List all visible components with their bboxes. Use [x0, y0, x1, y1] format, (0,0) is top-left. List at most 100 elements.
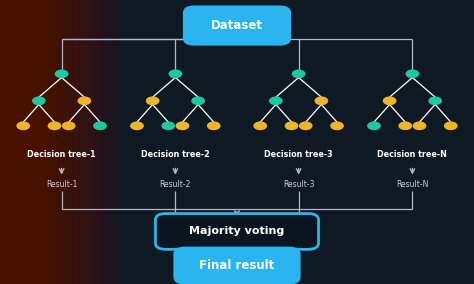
- Bar: [0, 0, 82, 284]
- Bar: [0, 0, 24, 284]
- FancyBboxPatch shape: [184, 7, 290, 45]
- Bar: [0, 0, 40, 284]
- Bar: [0, 0, 108, 284]
- Circle shape: [192, 97, 204, 105]
- Circle shape: [285, 122, 298, 130]
- Bar: [0, 0, 110, 284]
- Circle shape: [406, 70, 419, 78]
- Text: Majority voting: Majority voting: [190, 226, 284, 237]
- Bar: [0, 0, 26, 284]
- Bar: [0, 0, 6, 284]
- Circle shape: [429, 97, 441, 105]
- Bar: [0, 0, 90, 284]
- Bar: [0, 0, 58, 284]
- Bar: [0, 0, 16, 284]
- Circle shape: [292, 70, 305, 78]
- Circle shape: [331, 122, 343, 130]
- FancyBboxPatch shape: [155, 214, 319, 249]
- Bar: [0, 0, 64, 284]
- Circle shape: [63, 122, 75, 130]
- Bar: [0, 0, 72, 284]
- Bar: [0, 0, 18, 284]
- Bar: [0, 0, 54, 284]
- Bar: [0, 0, 46, 284]
- FancyBboxPatch shape: [174, 248, 300, 283]
- Circle shape: [254, 122, 266, 130]
- Bar: [0, 0, 32, 284]
- Bar: [0, 0, 20, 284]
- Circle shape: [146, 97, 159, 105]
- Bar: [0, 0, 70, 284]
- Circle shape: [399, 122, 411, 130]
- Bar: [0, 0, 2, 284]
- Bar: [0, 0, 50, 284]
- Circle shape: [368, 122, 380, 130]
- Bar: [0, 0, 78, 284]
- Bar: [0, 0, 118, 284]
- Bar: [0, 0, 104, 284]
- Bar: [0, 0, 112, 284]
- Bar: [0, 0, 28, 284]
- Text: Result-1: Result-1: [46, 180, 77, 189]
- Bar: [0, 0, 74, 284]
- Circle shape: [131, 122, 143, 130]
- Circle shape: [270, 97, 282, 105]
- Bar: [0, 0, 4, 284]
- Bar: [0, 0, 98, 284]
- Bar: [0, 0, 86, 284]
- Bar: [0, 0, 84, 284]
- Bar: [0, 0, 34, 284]
- Bar: [0, 0, 80, 284]
- Circle shape: [78, 97, 91, 105]
- Text: Decision tree-N: Decision tree-N: [377, 150, 447, 159]
- Bar: [0, 0, 116, 284]
- Text: Dataset: Dataset: [211, 19, 263, 32]
- Circle shape: [55, 70, 68, 78]
- Bar: [0, 0, 100, 284]
- Circle shape: [208, 122, 220, 130]
- Bar: [0, 0, 44, 284]
- Bar: [0, 0, 120, 284]
- Bar: [0, 0, 12, 284]
- Circle shape: [176, 122, 189, 130]
- Text: Result-3: Result-3: [283, 180, 314, 189]
- Bar: [0, 0, 94, 284]
- Bar: [0, 0, 66, 284]
- Bar: [0, 0, 8, 284]
- Circle shape: [48, 122, 61, 130]
- Bar: [0, 0, 114, 284]
- Text: Decision tree-2: Decision tree-2: [141, 150, 210, 159]
- Bar: [0, 0, 88, 284]
- Bar: [0, 0, 106, 284]
- Text: Result-N: Result-N: [396, 180, 428, 189]
- Circle shape: [17, 122, 29, 130]
- Bar: [0, 0, 92, 284]
- Bar: [0, 0, 52, 284]
- Bar: [0, 0, 68, 284]
- Text: Decision tree-3: Decision tree-3: [264, 150, 333, 159]
- Circle shape: [300, 122, 312, 130]
- Bar: [0, 0, 36, 284]
- Bar: [0, 0, 96, 284]
- Circle shape: [33, 97, 45, 105]
- Circle shape: [169, 70, 182, 78]
- Circle shape: [413, 122, 426, 130]
- Bar: [0, 0, 76, 284]
- Bar: [0, 0, 14, 284]
- Bar: [0, 0, 30, 284]
- Bar: [0, 0, 62, 284]
- Bar: [0, 0, 22, 284]
- Bar: [0, 0, 10, 284]
- Text: Final result: Final result: [200, 259, 274, 272]
- Circle shape: [315, 97, 328, 105]
- Circle shape: [162, 122, 174, 130]
- Circle shape: [94, 122, 106, 130]
- Bar: [0, 0, 60, 284]
- Bar: [0, 0, 38, 284]
- Bar: [0, 0, 42, 284]
- Bar: [0, 0, 102, 284]
- Circle shape: [383, 97, 396, 105]
- Bar: [0, 0, 56, 284]
- Circle shape: [445, 122, 457, 130]
- Text: Result-2: Result-2: [160, 180, 191, 189]
